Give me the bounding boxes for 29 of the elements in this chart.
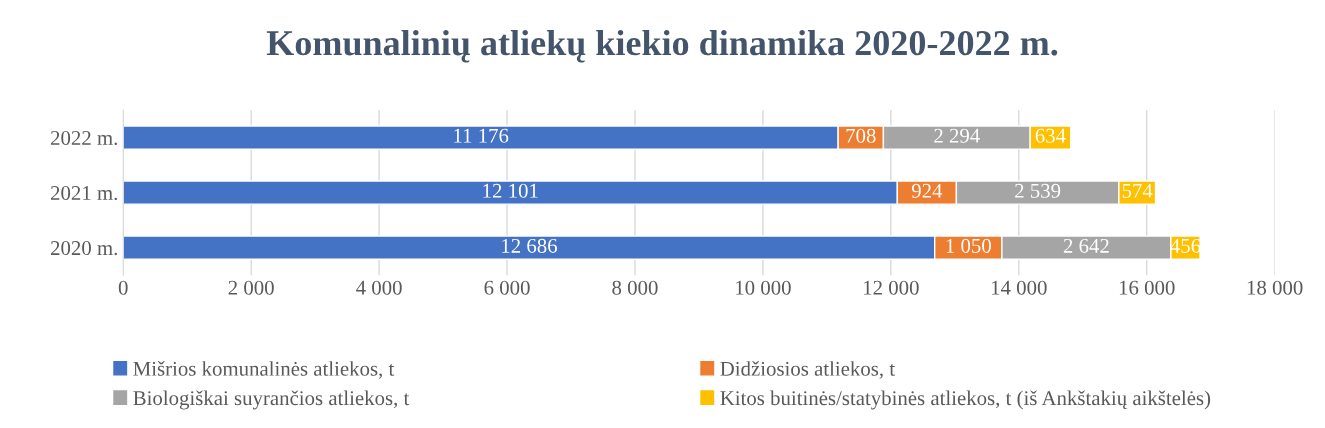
x-tick-label: 16 000 bbox=[1119, 280, 1175, 295]
data-label: 2 642 bbox=[1063, 238, 1109, 253]
data-label: 634 bbox=[1035, 128, 1066, 143]
chart-title: Komunalinių atliekų kiekio dinamika 2020-2022 m. bbox=[266, 29, 1058, 63]
y-tick-label: 2021 m. bbox=[50, 185, 117, 201]
data-label: 2 539 bbox=[1015, 183, 1061, 198]
legend-label: Biologiškai suyrančios atliekos, t bbox=[133, 390, 410, 410]
legend-label: Mišrios komunalinės atliekos, t bbox=[133, 361, 395, 379]
x-tick-label: 8 000 bbox=[612, 280, 658, 295]
data-label: 12 101 bbox=[483, 183, 538, 198]
x-tick-label: 2 000 bbox=[228, 280, 274, 295]
data-label: 11 176 bbox=[454, 128, 509, 143]
x-tick-label: 10 000 bbox=[736, 280, 791, 295]
legend-label: Didžiosios atliekos, t bbox=[720, 361, 895, 379]
x-tick-label: 0 bbox=[118, 280, 128, 295]
y-tick-label: 2022 m. bbox=[50, 130, 117, 146]
data-label: 2 294 bbox=[934, 128, 980, 143]
x-tick-label: 18 000 bbox=[1247, 280, 1303, 295]
y-tick-label: 2020 m. bbox=[50, 241, 117, 256]
data-label: 1 050 bbox=[946, 238, 991, 253]
data-label: 574 bbox=[1122, 183, 1153, 198]
legend-label: Kitos buitinės/statybinės atliekos, t (iš Ankštakių aikštelės) bbox=[720, 390, 1211, 410]
data-label: 12 686 bbox=[502, 238, 557, 253]
x-tick-label: 14 000 bbox=[991, 280, 1047, 295]
data-label: 708 bbox=[846, 128, 876, 143]
x-tick-label: 12 000 bbox=[864, 280, 919, 295]
x-tick-label: 4 000 bbox=[356, 280, 402, 295]
data-label: 924 bbox=[911, 183, 943, 198]
x-tick-label: 6 000 bbox=[484, 280, 530, 295]
